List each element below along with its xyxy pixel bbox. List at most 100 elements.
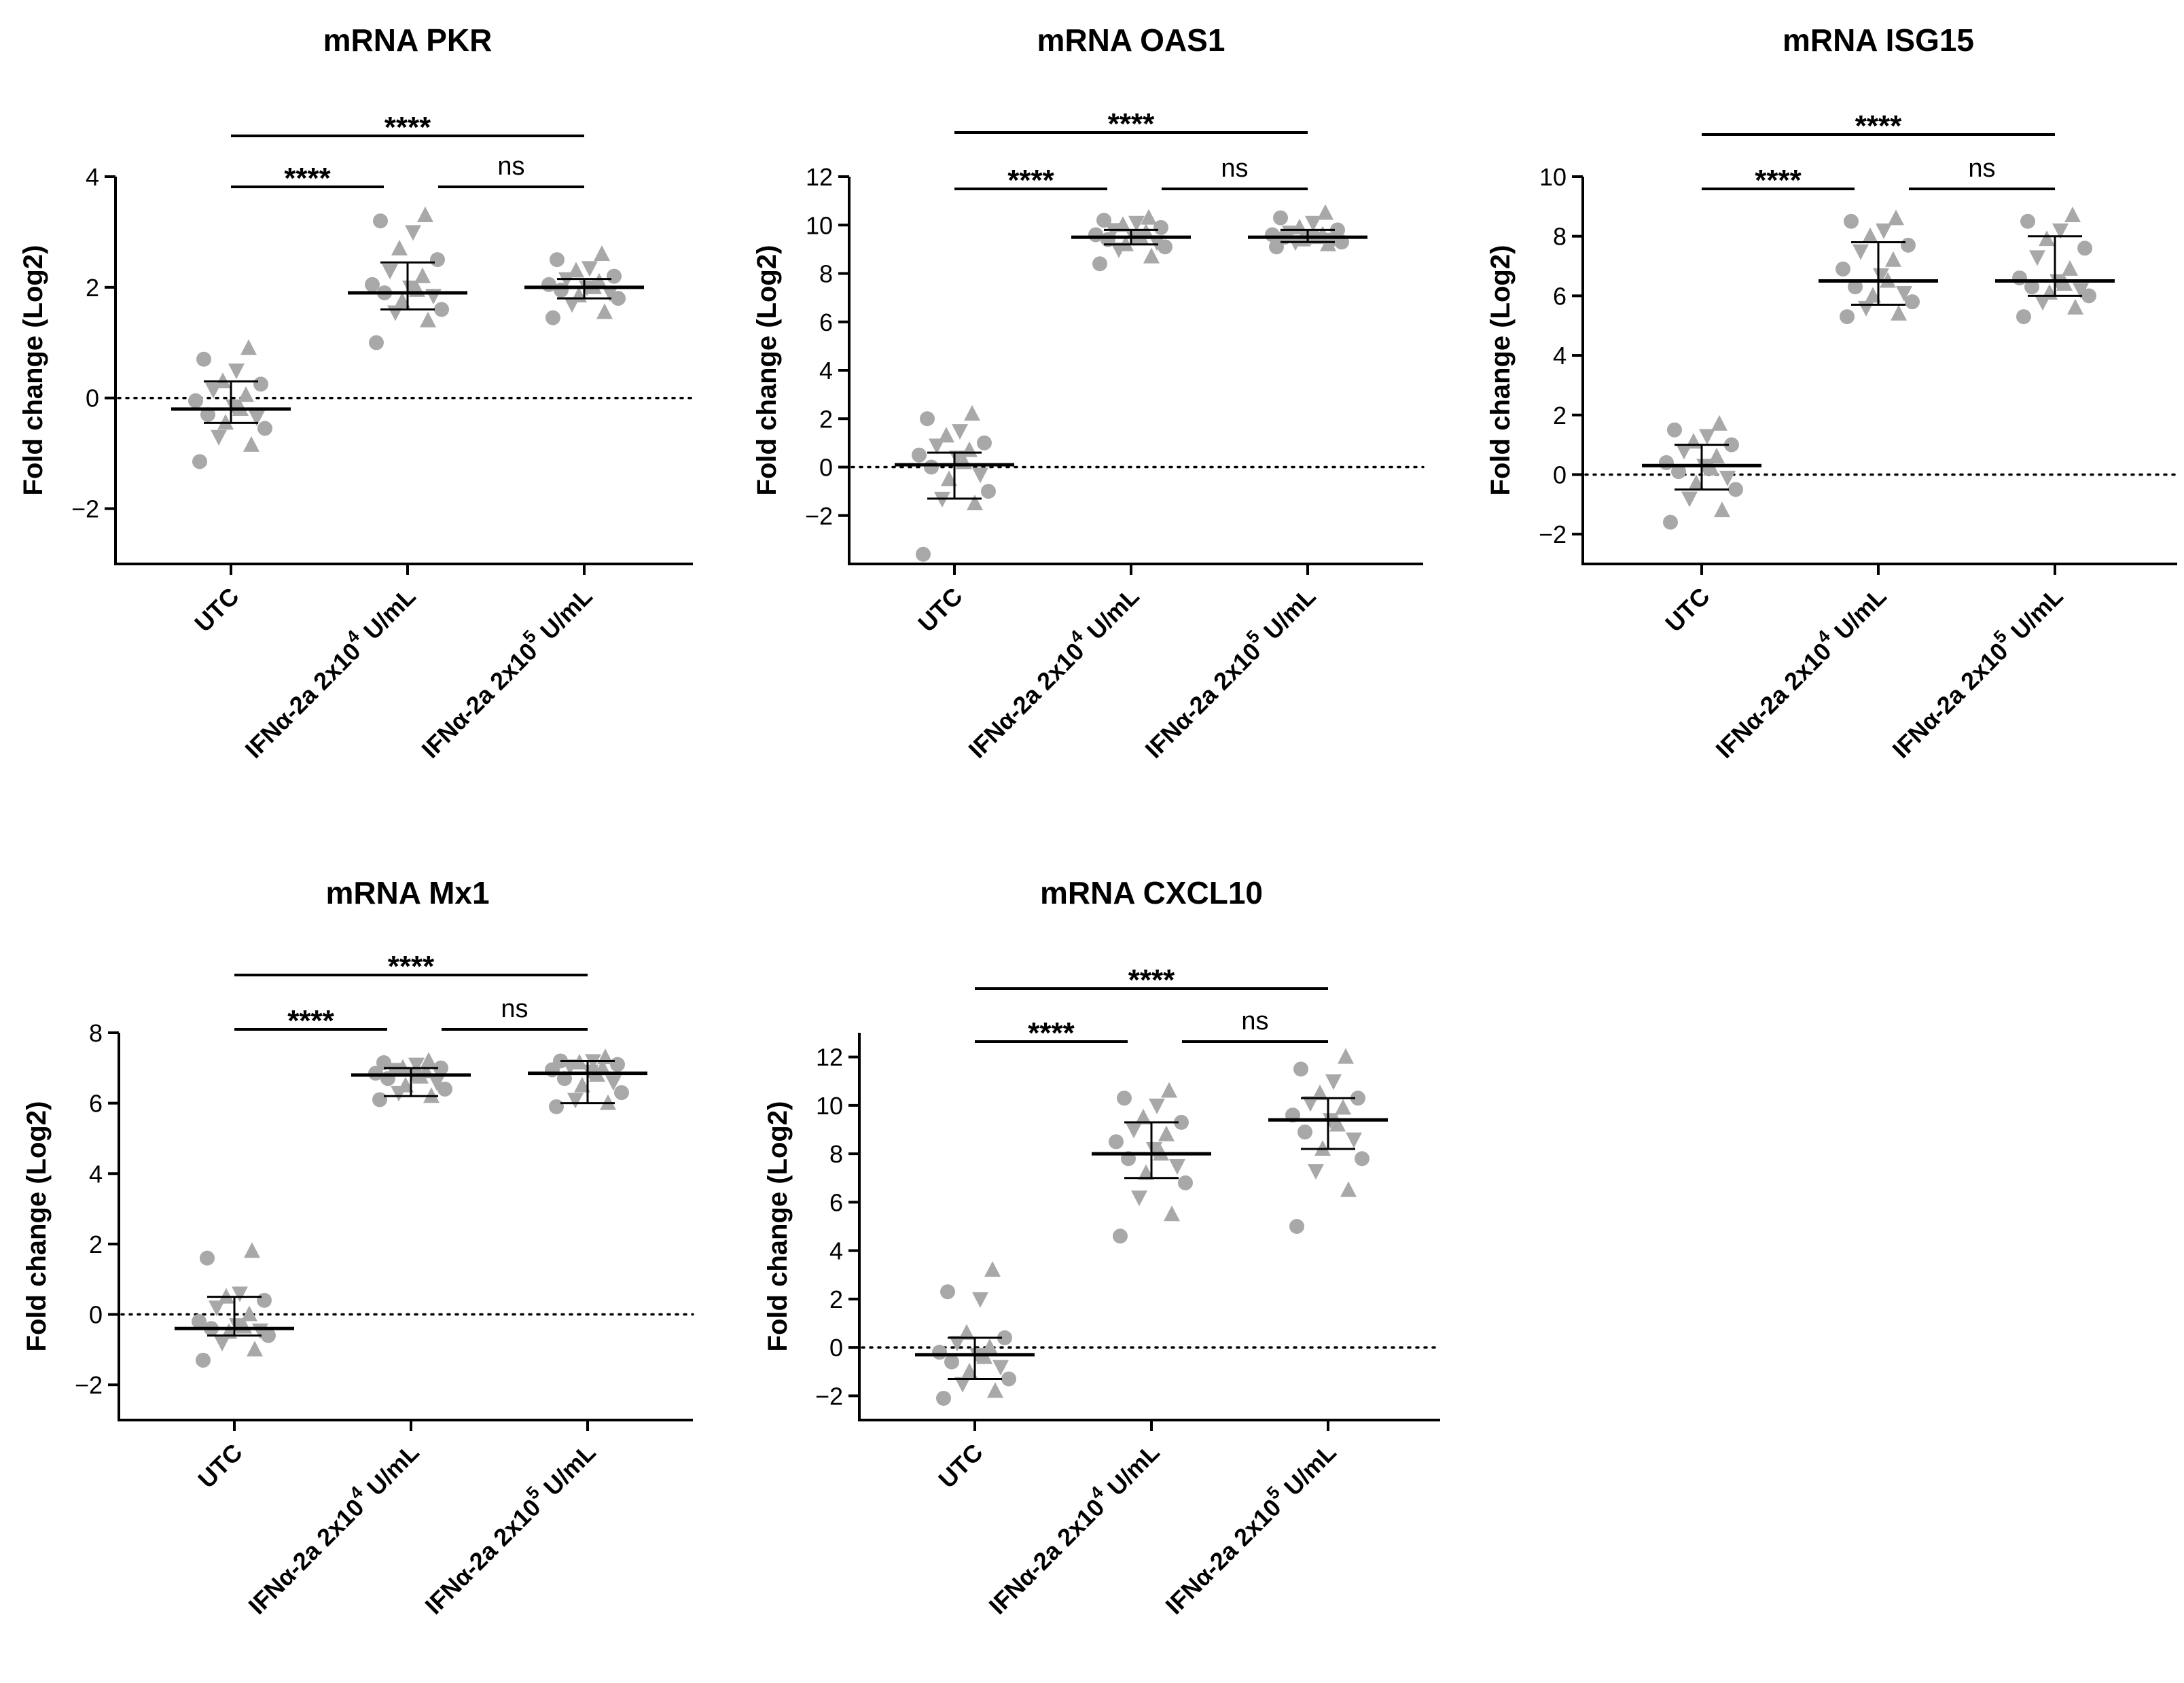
data-point xyxy=(232,1286,248,1303)
data-point xyxy=(545,310,560,325)
data-point xyxy=(420,311,436,327)
data-point xyxy=(382,264,398,280)
data-point xyxy=(214,1336,230,1351)
data-point xyxy=(1346,1132,1362,1148)
data-point xyxy=(1265,227,1280,243)
data-point xyxy=(391,239,408,255)
data-point xyxy=(924,459,939,475)
data-point xyxy=(574,1076,590,1093)
data-point xyxy=(1113,1228,1128,1244)
significance-label: **** xyxy=(1108,107,1155,141)
y-tick-label: 2 xyxy=(89,1230,103,1258)
data-point xyxy=(376,1055,391,1071)
data-point xyxy=(372,1092,387,1108)
y-tick-label: 6 xyxy=(1553,282,1567,310)
data-point xyxy=(1724,437,1739,453)
data-point xyxy=(959,1324,975,1340)
data-point xyxy=(257,421,272,436)
data-point xyxy=(1667,422,1682,438)
data-point xyxy=(402,280,418,296)
data-point xyxy=(228,364,245,379)
data-point xyxy=(2077,241,2092,256)
data-point xyxy=(944,1354,959,1370)
data-point xyxy=(1325,1074,1342,1091)
data-point xyxy=(1088,227,1103,243)
data-point xyxy=(1329,1116,1346,1132)
data-point xyxy=(1685,433,1702,449)
chart-panel: mRNA CXCL10 Fold change (Log2) −2 0 2 4 6 8 10 12… xyxy=(763,875,1442,1620)
y-tick-label: 0 xyxy=(1553,461,1567,489)
y-tick-label: −2 xyxy=(75,1371,103,1399)
data-point xyxy=(1158,1125,1175,1141)
y-tick-label: 4 xyxy=(89,1160,103,1188)
data-point xyxy=(226,399,242,415)
data-point xyxy=(594,1059,611,1075)
significance-label: ns xyxy=(1221,154,1248,183)
data-point xyxy=(249,410,265,427)
data-point xyxy=(997,1330,1012,1345)
data-point xyxy=(972,467,988,484)
data-point xyxy=(1138,223,1154,239)
y-tick-label: 0 xyxy=(819,454,833,482)
data-point xyxy=(1128,215,1145,232)
data-point xyxy=(192,1313,207,1329)
chart-title: mRNA ISG15 xyxy=(1783,22,1974,58)
x-category-label: IFNα-2a 2x104 U/mL xyxy=(959,578,1144,763)
y-tick-label: 2 xyxy=(819,405,833,433)
data-point xyxy=(992,1360,1009,1376)
data-point xyxy=(257,1292,272,1308)
data-point xyxy=(594,245,610,261)
data-point xyxy=(1688,474,1704,491)
data-point xyxy=(1164,1205,1180,1222)
data-point xyxy=(1901,237,1916,253)
y-axis-label: Fold change (Log2) xyxy=(18,245,48,496)
data-point xyxy=(1138,1164,1154,1180)
data-point xyxy=(2073,283,2089,299)
data-point xyxy=(414,267,431,283)
data-point xyxy=(961,441,978,457)
x-category-label: IFNα-2a 2x104 U/mL xyxy=(235,578,420,763)
x-category-label: IFNα-2a 2x104 U/mL xyxy=(979,1434,1164,1619)
significance-label: ns xyxy=(1241,1007,1268,1035)
data-point xyxy=(405,225,421,241)
x-category-label: UTC xyxy=(912,582,967,637)
data-point xyxy=(1273,210,1288,226)
data-point xyxy=(1149,1098,1165,1114)
data-point xyxy=(430,252,445,268)
data-point xyxy=(1092,256,1107,272)
y-tick-label: 4 xyxy=(829,1237,843,1265)
data-point xyxy=(1135,1108,1151,1124)
data-point xyxy=(1001,1371,1016,1387)
data-point xyxy=(1865,287,1881,303)
y-tick-label: 6 xyxy=(829,1188,843,1216)
data-point xyxy=(253,376,268,392)
significance-label: **** xyxy=(1855,109,1902,143)
data-point xyxy=(1355,1151,1370,1167)
data-point xyxy=(1891,304,1907,321)
data-point xyxy=(1840,309,1855,325)
data-point xyxy=(2039,230,2055,247)
data-point xyxy=(984,1261,1001,1277)
data-point xyxy=(200,407,215,423)
data-point xyxy=(982,1339,998,1355)
data-point xyxy=(373,213,388,229)
data-point xyxy=(244,1242,260,1258)
data-point xyxy=(941,470,957,486)
data-point xyxy=(1896,286,1912,302)
data-point xyxy=(607,268,622,284)
data-point xyxy=(1146,1142,1162,1158)
significance-label: **** xyxy=(1007,164,1054,197)
data-point xyxy=(2016,309,2031,325)
data-point xyxy=(229,1318,245,1334)
chart-panel: mRNA OAS1 Fold change (Log2) −2 0 2 4 6 8 10 12 UT… xyxy=(752,22,1425,764)
data-point xyxy=(1663,514,1678,530)
x-category-label: IFNα-2a 2x105 U/mL xyxy=(1156,1434,1341,1619)
data-point xyxy=(240,339,257,355)
data-point xyxy=(1174,1114,1189,1130)
data-point xyxy=(238,386,254,402)
data-point xyxy=(1153,219,1168,235)
data-point xyxy=(2081,288,2096,304)
data-point xyxy=(196,1352,211,1368)
data-point xyxy=(368,1065,383,1081)
data-point xyxy=(429,1075,445,1091)
